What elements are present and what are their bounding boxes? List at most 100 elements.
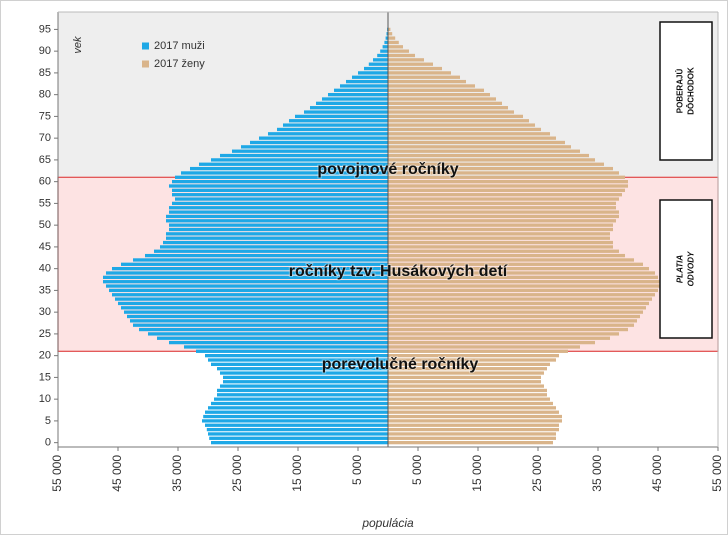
bar <box>388 406 556 410</box>
bar <box>103 280 388 284</box>
bar <box>368 62 388 66</box>
bar <box>388 145 571 149</box>
bar <box>208 432 388 436</box>
bar <box>388 240 613 245</box>
bar <box>232 149 388 153</box>
bar <box>112 266 388 271</box>
bar <box>166 232 388 236</box>
bar <box>388 27 391 32</box>
x-tick-label: 15 000 <box>470 455 484 492</box>
bar <box>127 314 388 319</box>
side-label: PLATIA <box>676 255 685 284</box>
y-tick-label: 20 <box>39 350 51 362</box>
bar <box>388 62 433 66</box>
annotation: povojnové ročníky <box>317 161 458 178</box>
bar <box>388 40 399 45</box>
bar <box>148 332 388 336</box>
bar <box>388 327 628 332</box>
bar <box>388 175 625 179</box>
bar <box>382 45 388 49</box>
bar <box>181 171 388 175</box>
bar <box>211 440 388 445</box>
bar <box>121 262 388 266</box>
bar <box>388 284 661 288</box>
side-label: ODVODY <box>687 251 696 286</box>
bar <box>145 253 388 258</box>
x-tick-label: 5 000 <box>410 455 424 485</box>
bar <box>386 32 388 36</box>
x-tick-label: 55 000 <box>710 455 724 492</box>
bar <box>316 101 388 106</box>
bar <box>388 210 619 214</box>
y-tick-label: 10 <box>39 393 51 405</box>
bar <box>388 340 595 345</box>
bar <box>133 323 388 327</box>
bar <box>388 397 550 401</box>
bar <box>217 388 388 393</box>
bar <box>388 158 595 162</box>
bar <box>388 436 556 440</box>
bar <box>388 171 619 175</box>
bar <box>388 149 580 153</box>
bar <box>388 419 562 423</box>
bar <box>388 349 568 353</box>
bar <box>241 145 388 149</box>
bar <box>211 362 388 367</box>
bar <box>196 349 388 353</box>
bar <box>388 197 619 201</box>
bar <box>388 271 655 275</box>
y-tick-label: 60 <box>39 176 51 188</box>
bar <box>388 206 616 210</box>
x-tick-label: 35 000 <box>590 455 604 492</box>
bar <box>169 210 388 214</box>
bar <box>115 297 388 301</box>
bar <box>172 193 388 197</box>
bar <box>163 240 388 245</box>
bar <box>304 110 388 114</box>
bar <box>220 384 388 388</box>
bar <box>277 127 388 132</box>
bar <box>166 214 388 219</box>
bar <box>377 53 388 58</box>
bar <box>388 427 559 432</box>
bar <box>388 84 475 88</box>
bar <box>388 49 409 53</box>
bar <box>340 84 388 88</box>
bar <box>295 114 388 119</box>
bar <box>388 201 616 206</box>
side-box <box>659 21 713 161</box>
legend-label: 2017 muži <box>154 40 205 52</box>
bar <box>112 293 388 297</box>
bar <box>388 323 634 327</box>
bar <box>199 162 388 166</box>
side-label: DÔCHODOK <box>687 67 696 115</box>
y-axis-label: vek <box>72 36 84 54</box>
bar <box>388 236 610 240</box>
bar <box>388 310 643 314</box>
bar <box>358 71 388 75</box>
y-tick-label: 45 <box>39 241 51 253</box>
bar <box>334 88 388 92</box>
bar <box>388 114 523 119</box>
bar <box>206 427 388 432</box>
bar <box>133 258 388 262</box>
bar <box>211 401 388 406</box>
bar <box>388 414 562 419</box>
bar <box>106 271 388 275</box>
bar <box>388 253 625 258</box>
bar <box>388 58 424 62</box>
bar <box>388 345 580 349</box>
bar <box>388 219 616 223</box>
bar <box>172 188 388 193</box>
bar <box>388 367 547 371</box>
bar <box>166 236 388 240</box>
bar <box>289 119 388 123</box>
bar <box>380 49 388 53</box>
bar <box>130 319 388 323</box>
bar <box>388 188 625 193</box>
bar <box>203 414 388 419</box>
y-tick-label: 0 <box>45 437 51 449</box>
bar <box>388 45 403 49</box>
bar <box>388 371 544 375</box>
bar <box>388 32 393 36</box>
